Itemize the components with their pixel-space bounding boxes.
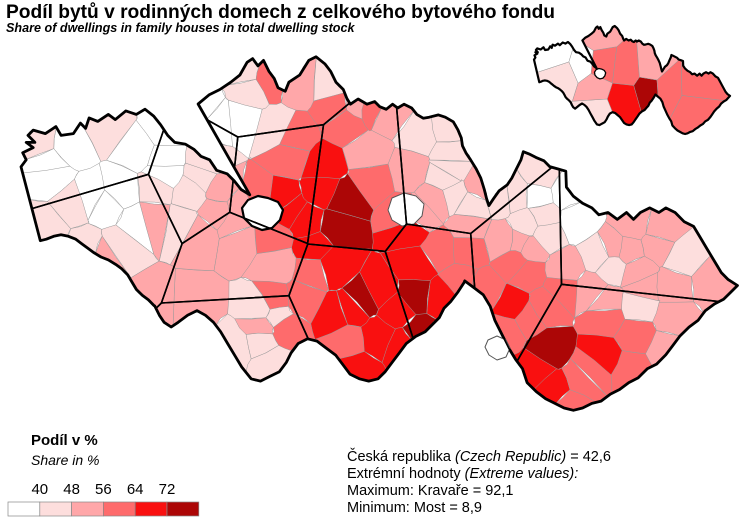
svg-text:72: 72 bbox=[159, 481, 176, 498]
svg-text:56: 56 bbox=[95, 481, 112, 498]
svg-text:64: 64 bbox=[127, 481, 144, 498]
svg-text:40: 40 bbox=[31, 481, 48, 498]
svg-text:48: 48 bbox=[63, 481, 80, 498]
